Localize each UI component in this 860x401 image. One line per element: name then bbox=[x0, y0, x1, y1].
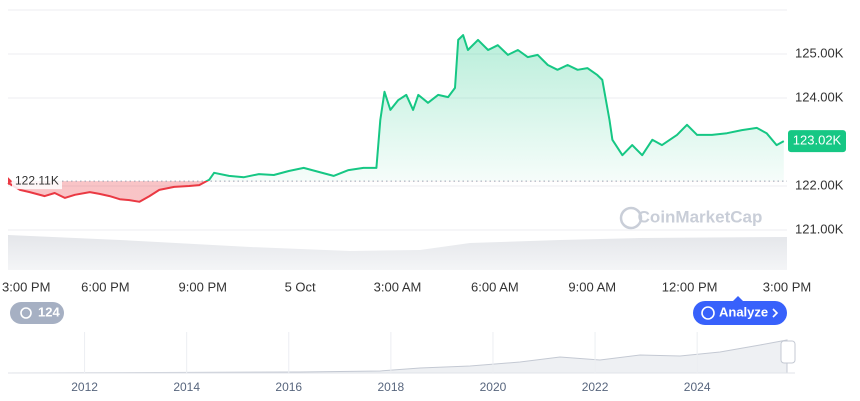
navigator-tick-label: 2018 bbox=[378, 380, 405, 394]
navigator-tick-label: 2020 bbox=[480, 380, 507, 394]
volume-area bbox=[8, 235, 787, 270]
button-icon bbox=[701, 306, 715, 320]
navigator-sparkline bbox=[7, 339, 788, 374]
y-tick-label: 122.00K bbox=[795, 177, 844, 192]
navigator-tick-label: 2012 bbox=[71, 380, 98, 394]
baseline-label: 122.11K bbox=[15, 173, 59, 187]
x-tick-label: 3:00 PM bbox=[2, 279, 50, 294]
badge[interactable] bbox=[10, 302, 64, 324]
navigator-tick-label: 2022 bbox=[582, 380, 609, 394]
baseline-marker bbox=[8, 177, 12, 186]
x-tick-label: 12:00 PM bbox=[662, 279, 718, 294]
x-tick-label: 9:00 AM bbox=[568, 279, 616, 294]
x-tick-label: 3:00 AM bbox=[374, 279, 422, 294]
analyze-text[interactable]: Analyze bbox=[719, 304, 768, 319]
price-line bbox=[7, 34, 785, 203]
navigator-handle[interactable] bbox=[780, 340, 796, 364]
y-tick-label: 125.00K bbox=[795, 45, 844, 60]
watermark: CoinMarketCap bbox=[638, 207, 763, 226]
button-pointer bbox=[733, 296, 743, 301]
badge-icon bbox=[20, 307, 32, 319]
x-tick-label: 6:00 PM bbox=[81, 279, 129, 294]
last-value-label: 123.02K bbox=[793, 133, 842, 148]
x-tick-label: 5 Oct bbox=[285, 279, 316, 294]
y-tick-label: 121.00K bbox=[795, 221, 844, 236]
x-tick-label: 9:00 PM bbox=[179, 279, 227, 294]
watermark-logo bbox=[619, 206, 643, 230]
navigator-tick-label: 2016 bbox=[275, 380, 302, 394]
badge-text: 124 bbox=[38, 304, 60, 319]
button-chevron bbox=[772, 308, 779, 318]
navigator-tick-label: 2014 bbox=[173, 380, 200, 394]
x-tick-label: 6:00 AM bbox=[471, 279, 519, 294]
y-tick-label: 124.00K bbox=[795, 89, 844, 104]
last-value-badge bbox=[788, 130, 846, 153]
baseline-label-bg bbox=[12, 172, 62, 190]
x-tick-label: 3:00 PM bbox=[763, 279, 811, 294]
analyze-button[interactable] bbox=[693, 301, 787, 325]
navigator-tick-label: 2024 bbox=[684, 380, 711, 394]
area bbox=[8, 35, 784, 202]
